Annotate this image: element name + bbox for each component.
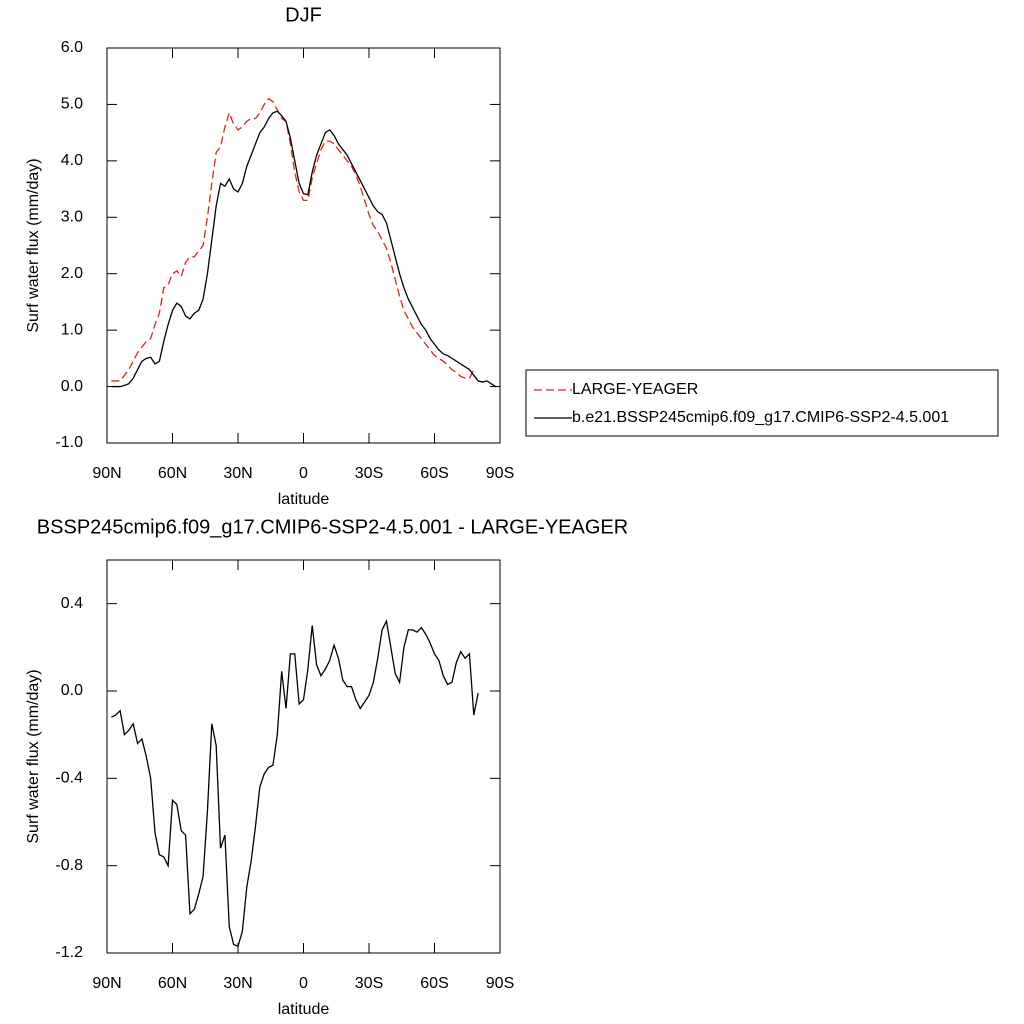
- y-tick-label: 4.0: [61, 152, 83, 169]
- chart-title: DJF: [285, 4, 322, 26]
- x-axis-label: latitude: [278, 491, 330, 508]
- y-tick-label: -0.4: [55, 770, 83, 787]
- legend-label: b.e21.BSSP245cmip6.f09_g17.CMIP6-SSP2-4.…: [572, 409, 949, 426]
- y-tick-label: 0.0: [61, 682, 83, 699]
- x-tick-label: 30S: [355, 975, 383, 992]
- y-tick-label: -1.0: [55, 434, 83, 451]
- x-tick-label: 60N: [158, 465, 187, 482]
- x-tick-label: 30N: [223, 465, 252, 482]
- x-tick-label: 0: [299, 465, 308, 482]
- x-tick-label: 60N: [158, 975, 187, 992]
- x-tick-label: 90S: [486, 975, 514, 992]
- legend-label: LARGE-YEAGER: [572, 381, 698, 398]
- x-tick-label: 60S: [420, 975, 448, 992]
- x-tick-label: 0: [299, 975, 308, 992]
- y-axis-label: Surf water flux (mm/day): [25, 669, 42, 843]
- x-tick-label: 60S: [420, 465, 448, 482]
- data-line: [111, 619, 479, 948]
- y-tick-label: 2.0: [61, 265, 83, 282]
- plot-frame: [106, 47, 501, 444]
- x-tick-label: 90N: [92, 465, 121, 482]
- plot-frame: [106, 559, 501, 954]
- y-tick-label: 1.0: [61, 321, 83, 338]
- x-tick-label: 30N: [223, 975, 252, 992]
- y-tick-label: -0.8: [55, 857, 83, 874]
- data-line: [111, 110, 496, 388]
- y-tick-label: 0.0: [61, 378, 83, 395]
- y-axis-label: Surf water flux (mm/day): [25, 158, 42, 332]
- chart-title: BSSP245cmip6.f09_g17.CMIP6-SSP2-4.5.001 …: [37, 516, 628, 538]
- y-tick-label: 0.4: [61, 595, 83, 612]
- x-axis-label: latitude: [278, 1001, 330, 1018]
- data-line: [111, 97, 475, 382]
- x-tick-label: 30S: [355, 465, 383, 482]
- legend-box: [525, 369, 999, 437]
- y-tick-label: 5.0: [61, 96, 83, 113]
- x-tick-label: 90S: [486, 465, 514, 482]
- y-tick-label: 6.0: [61, 39, 83, 56]
- y-tick-label: 3.0: [61, 209, 83, 226]
- x-tick-label: 90N: [92, 975, 121, 992]
- y-tick-label: -1.2: [55, 944, 83, 961]
